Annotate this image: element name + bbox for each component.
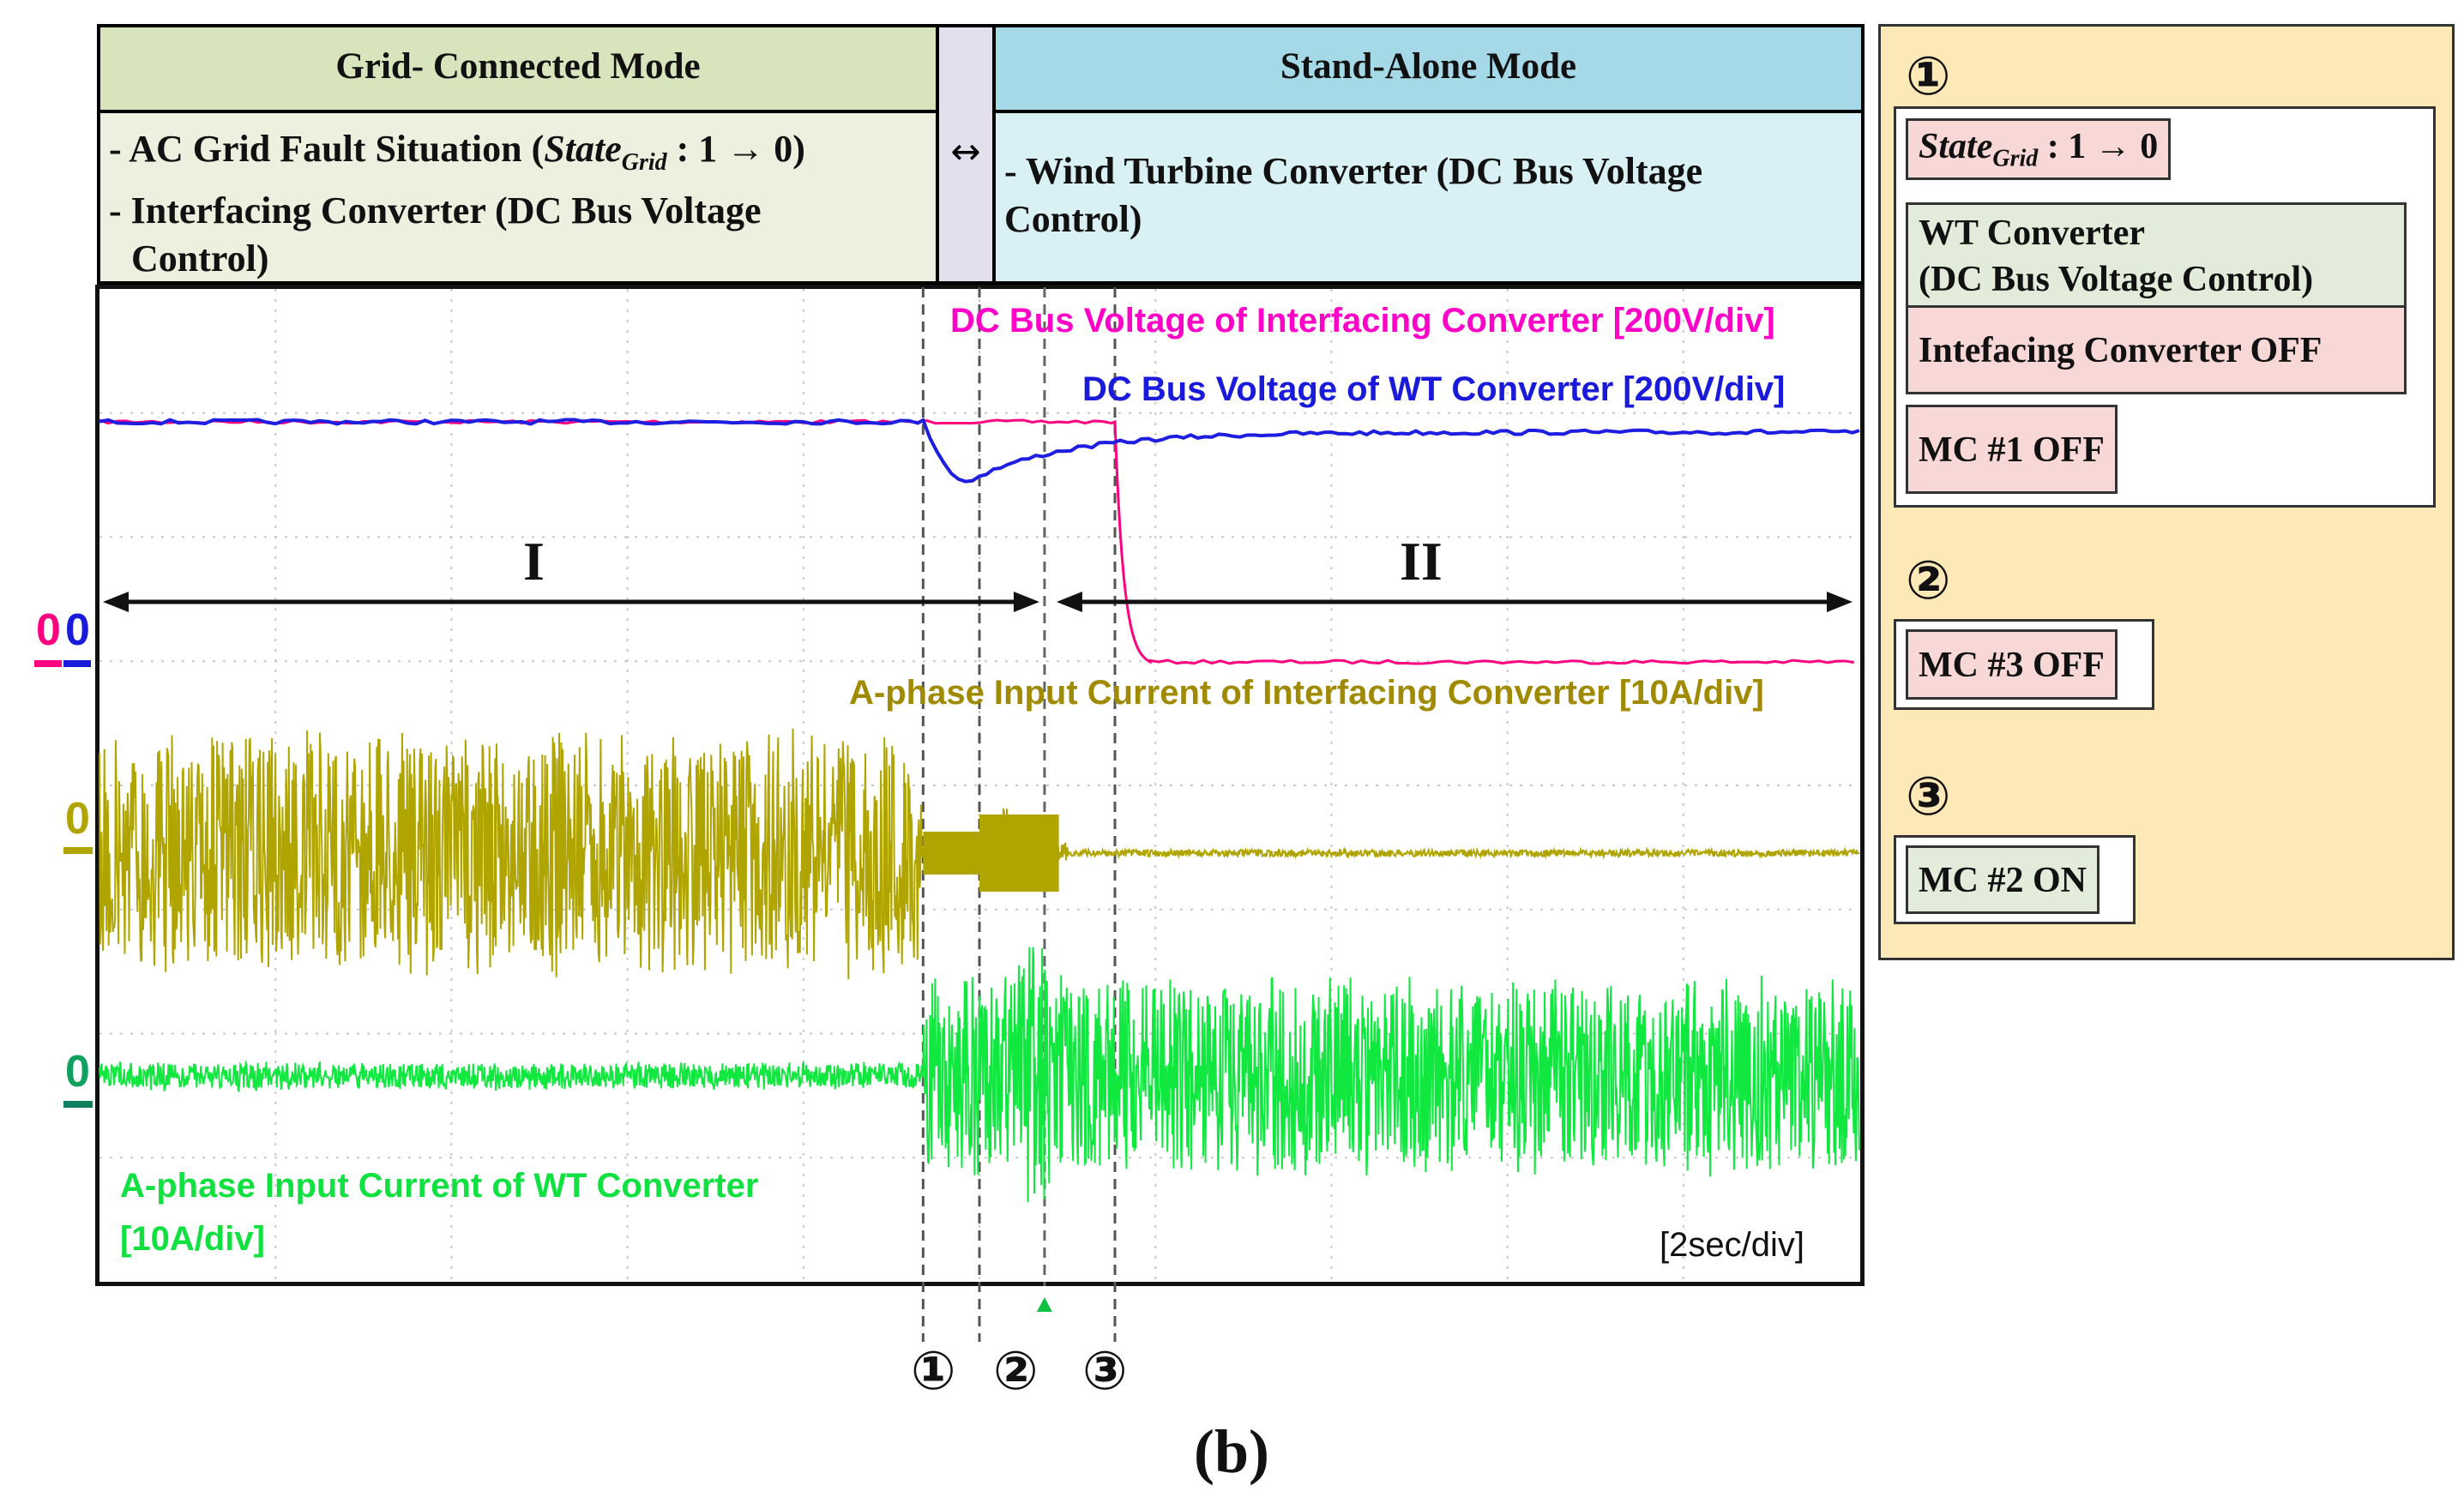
legend-mc1-off-box: MC #1 OFF: [1906, 405, 2118, 494]
zero-marker-ic-current: 0: [65, 794, 90, 844]
grid-mode-header: Grid- Connected Mode - AC Grid Fault Sit…: [97, 24, 939, 285]
zero-underline-olive: [63, 847, 93, 854]
legend-state-grid-box: StateGrid : 1 → 0: [1906, 118, 2172, 181]
legend-step3-marker: ③: [1906, 765, 1951, 827]
standalone-mode-header: Stand-Alone Mode - Wind Turbine Converte…: [992, 24, 1865, 285]
zero-marker-wt-voltage: 0: [65, 605, 90, 655]
zero-underline-pink: [34, 660, 62, 667]
trace-wt-voltage: [99, 418, 1860, 484]
trigger-marker: [1036, 1297, 1052, 1312]
timebase-label: [2sec/div]: [1660, 1226, 1804, 1264]
zero-marker-ic-voltage: 0: [36, 605, 61, 655]
figure-caption: (b): [1194, 1417, 1269, 1486]
legend-wt-converter-box: WT Converter (DC Bus Voltage Control): [1906, 202, 2407, 310]
traces: [99, 418, 1860, 1203]
event-marker-2: ②: [993, 1339, 1039, 1402]
region-ii-arrow-right-head: [1827, 592, 1853, 612]
event-marker-3: ③: [1082, 1339, 1128, 1402]
region-i-label: I: [523, 531, 545, 592]
zero-underline-blue: [63, 660, 91, 667]
region-i-arrow-left-head: [103, 592, 129, 612]
legend-step1-marker: ①: [1906, 45, 1951, 107]
grid-mode-title: Grid- Connected Mode: [100, 27, 936, 113]
region-arrows: [103, 592, 1853, 612]
legend-step2-marker: ②: [1906, 549, 1951, 611]
ic-voltage-label: DC Bus Voltage of Interfacing Converter …: [950, 302, 1775, 340]
zero-marker-wt-current: 0: [65, 1047, 90, 1097]
region-ii-arrow-left-head: [1056, 592, 1082, 612]
legend-mc2-on-box: MC #2 ON: [1906, 845, 2100, 914]
transition-arrow-icon: ↔: [950, 130, 981, 172]
standalone-mode-description: - Wind Turbine Converter (DC Bus Voltage…: [1004, 150, 1703, 240]
trace-wt-current: [99, 947, 1860, 1203]
standalone-mode-title: Stand-Alone Mode: [996, 27, 1861, 113]
wt-voltage-label: DC Bus Voltage of WT Converter [200V/div…: [1082, 370, 1786, 408]
ic-current-transient-block: [979, 815, 1059, 892]
region-ii-label: II: [1400, 531, 1443, 592]
region-i-arrow-right-head: [1013, 592, 1039, 612]
event-marker-1: ①: [911, 1339, 956, 1402]
wt-current-label: A-phase Input Current of WT Converter [1…: [120, 1167, 759, 1258]
legend-ic-off-box: Intefacing Converter OFF: [1906, 305, 2407, 394]
zero-underline-teal: [63, 1101, 93, 1108]
ic-current-low-block: [923, 832, 979, 875]
trace-ic-voltage: [99, 418, 1855, 665]
ic-current-label: A-phase Input Current of Interfacing Con…: [849, 674, 1764, 712]
grid-mode-description: - AC Grid Fault Situation (StateGrid : 1…: [109, 128, 805, 280]
legend-mc3-off-box: MC #3 OFF: [1906, 629, 2118, 700]
